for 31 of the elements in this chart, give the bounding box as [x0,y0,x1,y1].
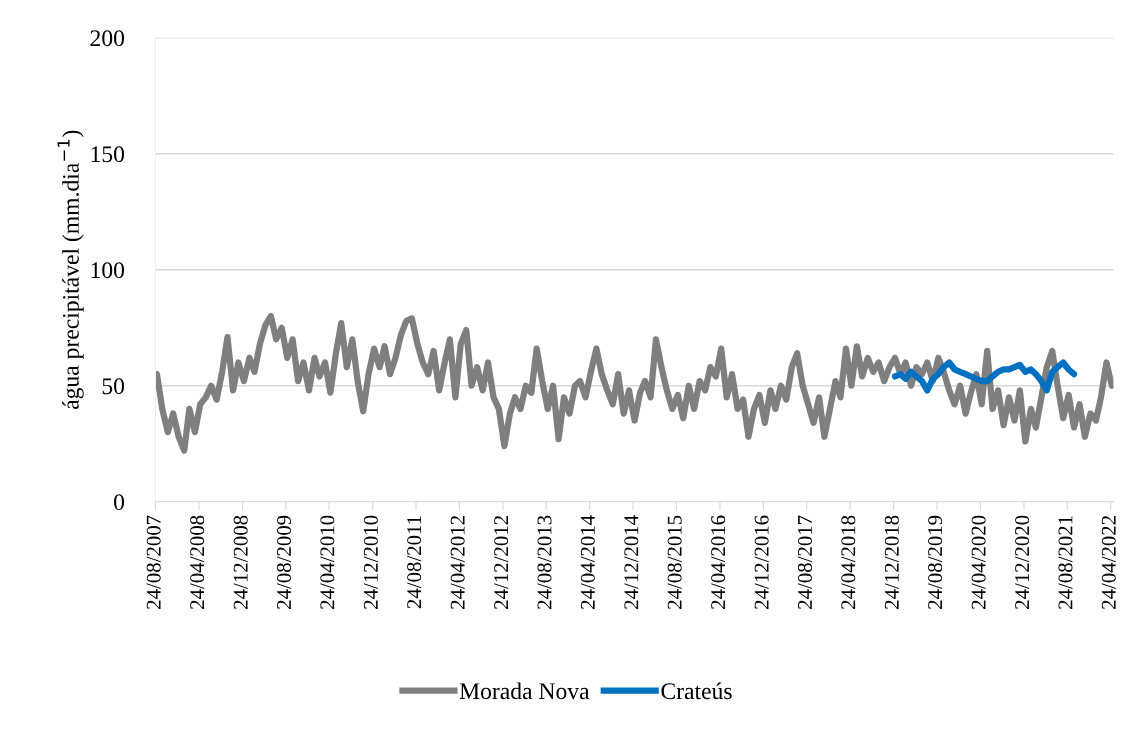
legend-label: Crateús [661,682,732,700]
x-tick-label: 24/08/2011 [407,516,422,609]
x-tick-label: 24/04/2014 [580,515,595,609]
y-axis-title: água precipitável (mm.dia$^{−1}$) [57,130,84,410]
x-tick-label: 24/12/2020 [1015,515,1030,609]
x-tick-label: 24/12/2008 [233,515,248,609]
y-tick-label: 100 [91,262,125,279]
x-tick-label: 24/12/2016 [754,515,769,609]
legend-label: Morada Nova [459,682,590,700]
x-tick-label: 24/12/2012 [494,516,509,609]
x-tick-label: 24/08/2015 [667,515,682,609]
x-tick-label: 24/04/2018 [841,515,856,609]
x-tick-label: 24/08/2009 [276,515,292,609]
y-tick-label: 150 [91,146,125,163]
y-tick-label: 200 [90,30,125,47]
x-tick-label: 24/12/2010 [363,515,378,609]
x-tick-label: 24/08/2017 [797,515,812,609]
y-tick-label: 50 [102,378,125,395]
x-tick-label: 24/04/2016 [711,515,726,609]
x-tick-label: 24/04/2022 [1101,516,1116,609]
x-tick-label: 24/12/2018 [884,515,899,609]
x-tick-label: 24/08/2019 [928,515,943,609]
x-tick-label: 24/04/2008 [190,515,205,609]
x-tick-label: 24/04/2012 [450,516,465,609]
x-tick-label: 24/04/2020 [971,515,986,609]
x-tick-label: 24/08/2007 [146,515,161,609]
x-tick-label: 24/08/2013 [537,515,552,609]
x-tick-label: 24/12/2014 [624,515,639,609]
x-tick-label: 24/04/2010 [320,515,335,609]
y-tick-label: 0 [114,494,125,511]
x-tick-label: 24/08/2021 [1058,516,1073,609]
